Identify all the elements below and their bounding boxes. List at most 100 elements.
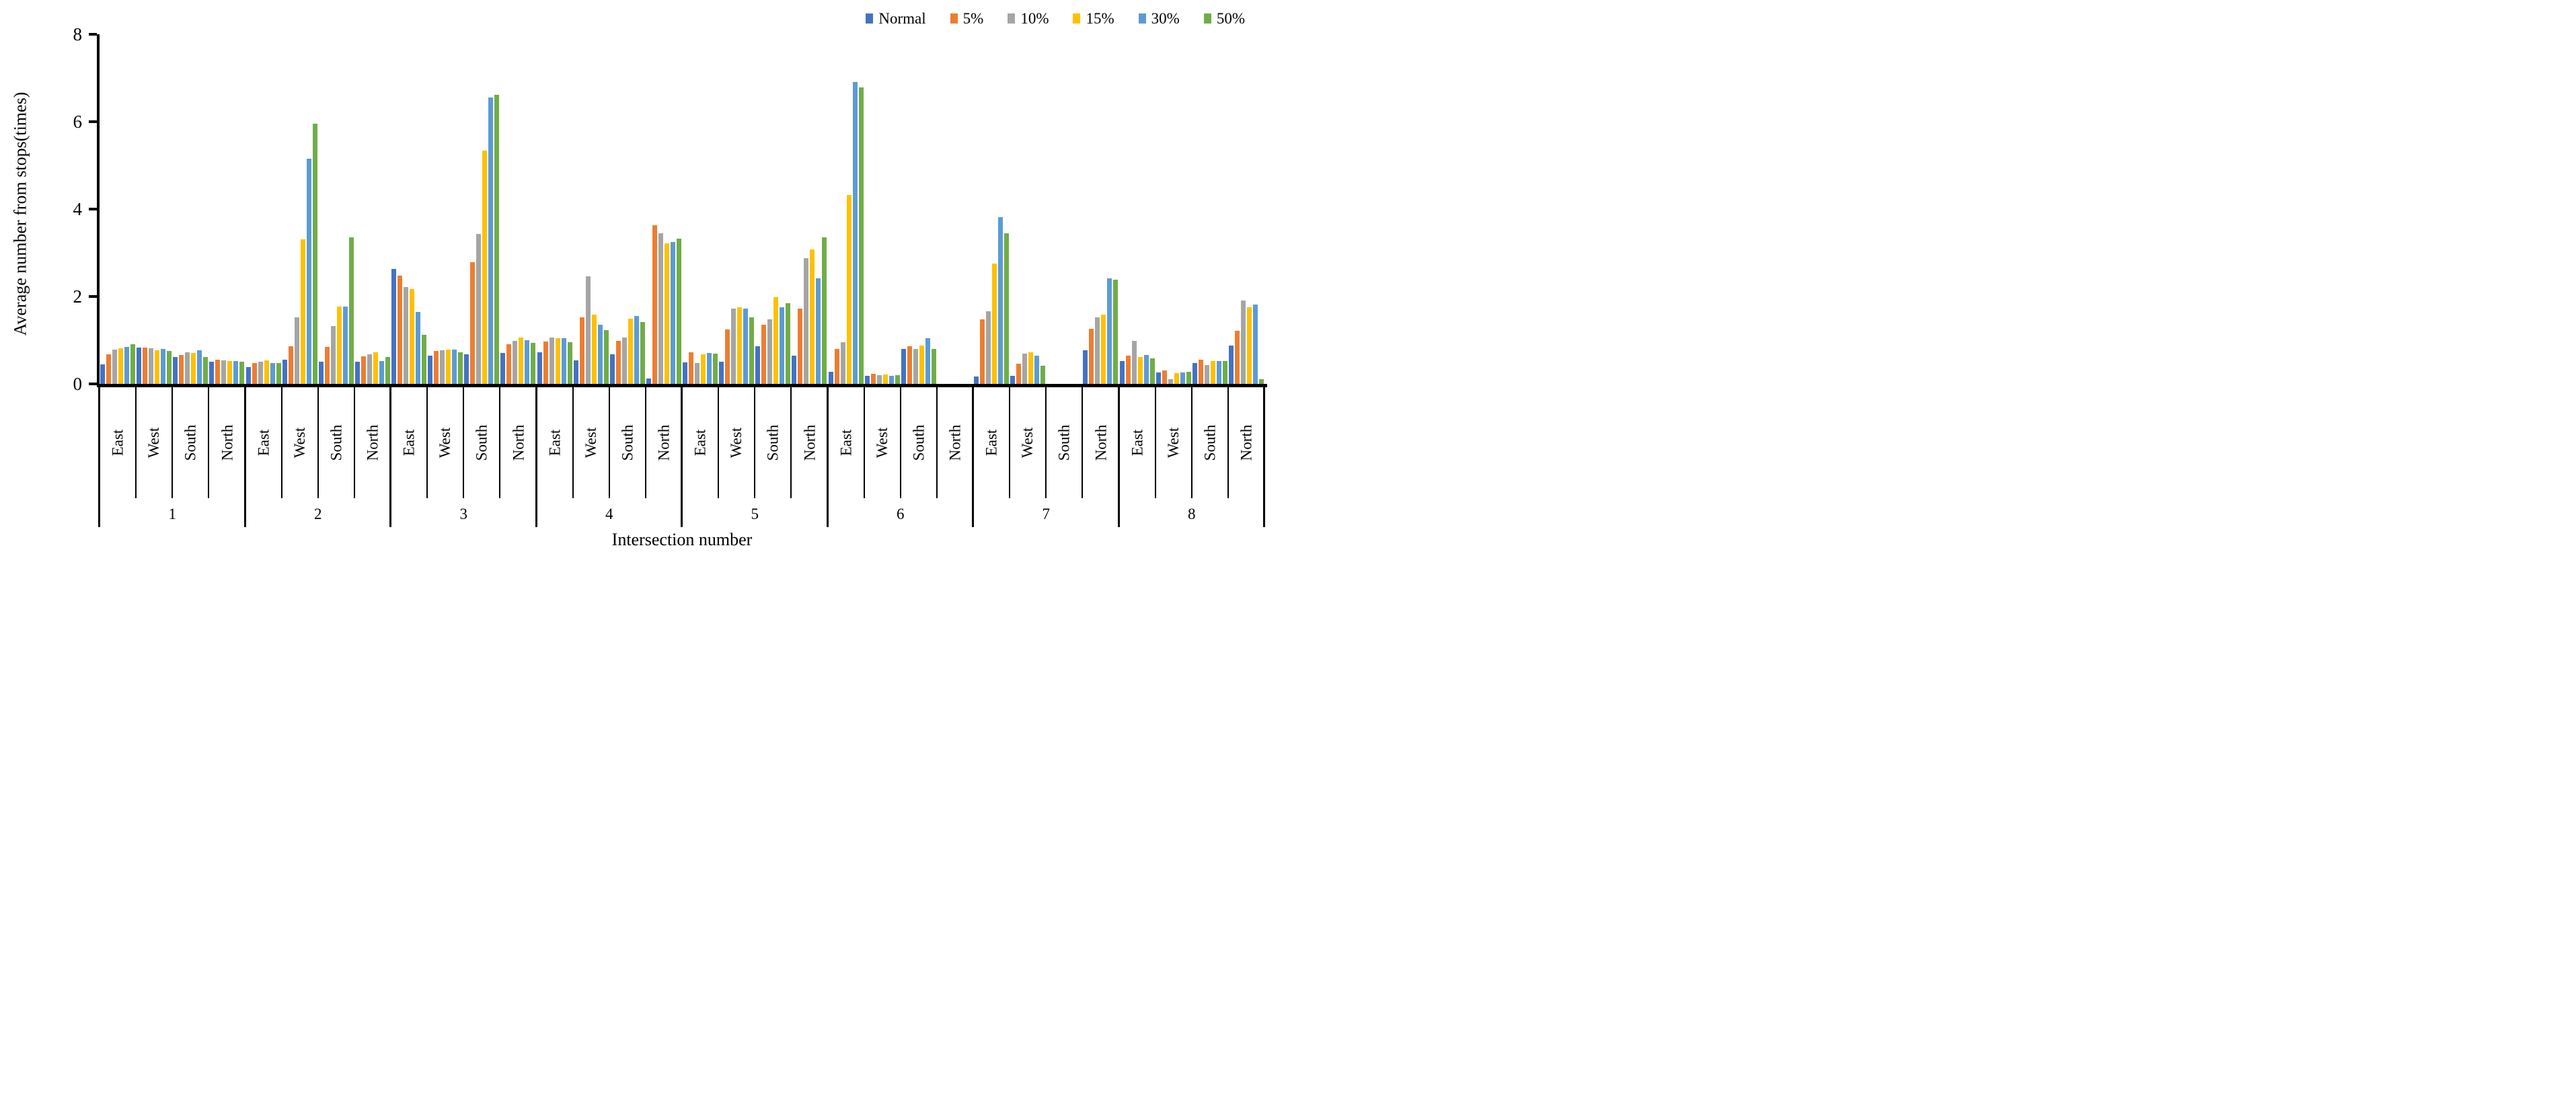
group-separator xyxy=(826,384,829,527)
bar xyxy=(416,312,421,384)
bar xyxy=(676,239,681,384)
bar xyxy=(324,347,330,384)
legend-label: 10% xyxy=(1020,10,1049,27)
legend-color-swatch xyxy=(1008,13,1016,24)
bar xyxy=(822,237,827,384)
bar xyxy=(1216,361,1221,384)
legend-label: 50% xyxy=(1216,10,1245,27)
bar xyxy=(998,217,1003,384)
direction-separator xyxy=(353,384,355,498)
bar-chart: Average number from stops(times) Normal 5… xyxy=(0,0,1288,555)
direction-label: South xyxy=(182,424,199,461)
bar xyxy=(816,278,821,384)
direction-label-cell: North xyxy=(646,387,682,498)
bar xyxy=(354,362,360,384)
direction-separator xyxy=(572,384,574,498)
bar xyxy=(719,362,724,384)
y-tick-mark xyxy=(89,33,97,36)
bar-cluster xyxy=(1046,7,1082,384)
bar-cluster xyxy=(354,7,391,384)
legend-color-swatch xyxy=(1138,13,1146,24)
bar xyxy=(852,82,858,384)
direction-label-cell: South xyxy=(1046,387,1082,498)
bar xyxy=(1107,278,1112,384)
bar xyxy=(118,348,124,384)
bar xyxy=(1258,379,1264,384)
bar xyxy=(488,97,494,384)
direction-label: West xyxy=(291,427,309,459)
direction-label-cell: South xyxy=(172,387,209,498)
bar xyxy=(864,376,870,384)
bar xyxy=(1016,364,1022,384)
y-tick-mark xyxy=(89,208,97,210)
bar xyxy=(725,329,730,384)
direction-label-cell: East xyxy=(537,387,573,498)
group-separator xyxy=(1117,384,1120,527)
direction-label: North xyxy=(1238,424,1255,461)
bar xyxy=(543,342,548,384)
direction-separator xyxy=(1154,384,1156,498)
direction-label: West xyxy=(1165,427,1182,459)
bar xyxy=(476,234,482,384)
bar xyxy=(209,362,215,384)
bar xyxy=(652,225,657,384)
bar xyxy=(1174,373,1179,384)
bar-cluster xyxy=(901,7,937,384)
bar xyxy=(1198,360,1203,384)
y-tick-label: 2 xyxy=(73,286,83,307)
bar xyxy=(239,362,245,384)
group-label: 1 xyxy=(168,506,177,522)
bar xyxy=(561,338,566,384)
bar xyxy=(603,330,609,384)
direction-label: South xyxy=(910,424,927,461)
bar xyxy=(124,347,130,384)
direction-label-cell: South xyxy=(609,387,646,498)
bar xyxy=(379,361,384,384)
group-separator xyxy=(98,384,100,527)
direction-label-cell: North xyxy=(1082,387,1119,498)
bar xyxy=(258,362,263,384)
direction-label-cell: North xyxy=(1228,387,1264,498)
bar-cluster xyxy=(172,7,209,384)
bar xyxy=(615,341,621,384)
bar xyxy=(300,239,305,384)
bar-cluster xyxy=(245,7,282,384)
direction-separator xyxy=(863,384,865,498)
legend: Normal 5% 10% 15% 30% 50% xyxy=(866,11,1245,26)
bar xyxy=(658,233,663,384)
bar xyxy=(882,374,888,384)
bar xyxy=(100,364,106,384)
bar xyxy=(773,297,779,384)
bar xyxy=(695,363,700,384)
direction-label-cell: East xyxy=(391,387,427,498)
plot-area: 0 2 4 6 8 East West South North 1 East West South Nor… xyxy=(0,0,1288,555)
bar xyxy=(404,287,409,384)
direction-label-cell: East xyxy=(245,387,282,498)
bar xyxy=(391,269,397,384)
legend-item-5pct: 5% xyxy=(950,11,983,26)
y-tick-label: 0 xyxy=(73,374,83,394)
direction-label: North xyxy=(800,424,818,461)
bar xyxy=(288,346,293,384)
bar xyxy=(276,363,281,384)
bar xyxy=(573,360,578,384)
bar xyxy=(907,346,912,384)
group-separator xyxy=(1263,384,1265,527)
bar-cluster xyxy=(828,7,864,384)
direction-label: East xyxy=(1129,429,1146,457)
bar xyxy=(585,276,591,384)
direction-separator xyxy=(899,384,901,498)
bar xyxy=(149,348,154,384)
direction-label-cell: East xyxy=(828,387,864,498)
bar xyxy=(191,353,196,384)
bar xyxy=(106,354,112,384)
direction-label: South xyxy=(328,424,345,461)
legend-item-normal: Normal xyxy=(866,11,926,26)
bar xyxy=(203,357,209,384)
bar xyxy=(1234,331,1240,384)
bar xyxy=(913,349,918,384)
direction-separator xyxy=(280,384,282,498)
group-separator xyxy=(972,384,974,527)
bar xyxy=(112,350,118,384)
legend-color-swatch xyxy=(1073,13,1081,24)
